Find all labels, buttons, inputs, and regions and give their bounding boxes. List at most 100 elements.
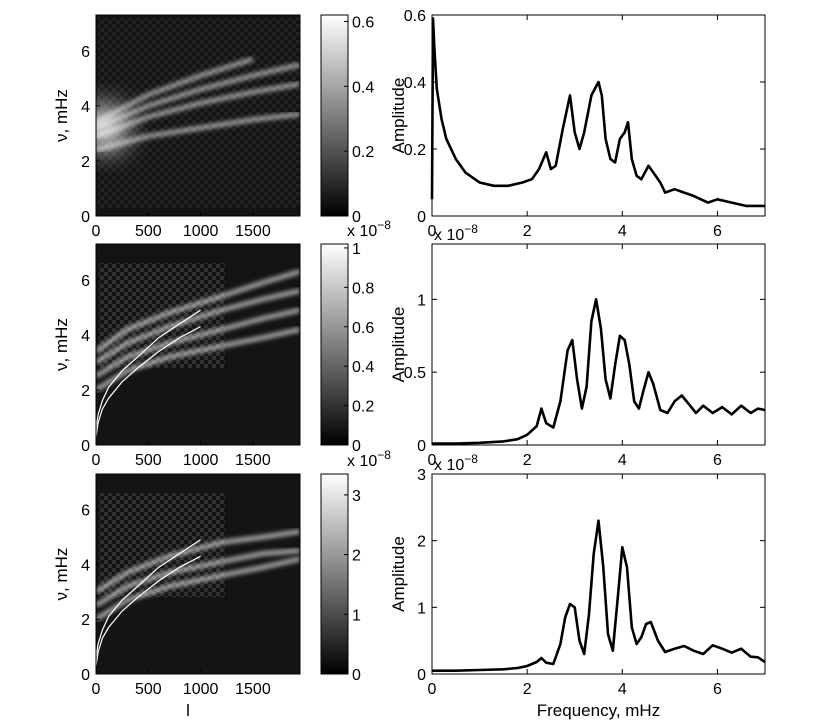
y-tick-label: 6 (81, 44, 90, 61)
y-tick-label: 3 (417, 467, 426, 484)
spectrum-exponent-3: x 10−8 (434, 452, 478, 474)
y-tick-label: 0.2 (404, 142, 426, 159)
spectrum-line (432, 519, 766, 673)
x-tick-label: 4 (618, 223, 627, 240)
x-tick-label: 4 (618, 452, 627, 469)
spectrum-line (432, 297, 766, 445)
axes-frame (431, 243, 766, 446)
colorbar-tick-label: 0.6 (352, 14, 374, 31)
y-tick-label: 2 (81, 383, 90, 400)
ridge-n4 (96, 269, 300, 354)
x-tick-label: 6 (713, 452, 722, 469)
x-tick-label: 0 (428, 223, 437, 240)
colorbar-3: 0 1 2 3 (320, 473, 361, 684)
x-tick-label: 2 (523, 223, 532, 240)
x-axis-label: Frequency, mHz (537, 701, 660, 720)
heatmap-panel-1: 0 500 1000 1500 0 2 4 6 ν, mHz (52, 14, 301, 240)
y-tick-label: 6 (81, 273, 90, 290)
y-axis-label: Amplitude (389, 78, 408, 154)
colorbar-tick-label: 0.2 (352, 144, 374, 161)
exponent-base: x 10 (434, 457, 464, 474)
colorbar-tick-label: 3 (352, 488, 361, 505)
exponent-power: −8 (464, 222, 478, 236)
y-tick-label: 6 (81, 503, 90, 520)
y-tick-label: 2 (81, 612, 90, 629)
x-axis-label: l (186, 701, 190, 720)
x-tick-label: 1000 (183, 223, 219, 240)
spectrum-line (430, 17, 765, 208)
heatmap-image (96, 263, 300, 437)
x-tick-label: 4 (618, 681, 627, 698)
colorbar-tick-label: 1 (352, 607, 361, 624)
y-axis-label: ν, mHz (52, 89, 71, 142)
y-tick-label: 0 (81, 438, 90, 455)
x-tick-label: 1500 (235, 681, 271, 698)
spectrum-panel-3: 0 2 4 6 0 1 2 3 Amplitude Frequency, mHz (389, 467, 766, 720)
overlay-curve-2 (96, 539, 201, 658)
colorbar-tick-label: 0.2 (352, 399, 374, 416)
axes-frame (95, 243, 301, 446)
colorbar-tick-label: 0.4 (352, 359, 374, 376)
colorbar-tick-label: 0 (352, 438, 361, 455)
ridge-n2 (96, 307, 300, 379)
heatmap-image (96, 17, 300, 208)
colorbar-2: 0 0.2 0.4 0.6 0.8 1 (320, 241, 374, 455)
ridge-n3 (96, 529, 300, 594)
y-axis-label: Amplitude (389, 536, 408, 612)
heatmap-image (96, 493, 300, 666)
y-tick-label: 0 (417, 438, 426, 455)
spectrum-panel-1: 0 2 4 6 0 0.2 0.4 0.6 Amplitude (389, 8, 766, 240)
colorbar-tick-label: 0 (352, 667, 361, 684)
exponent-base: x 10 (434, 227, 464, 244)
ridge-n4 (96, 56, 254, 125)
y-tick-label: 2 (81, 154, 90, 171)
x-tick-label: 0 (92, 452, 101, 469)
overlay-curve-1 (96, 555, 201, 666)
colorbar-tick-label: 1 (352, 241, 361, 258)
x-tick-label: 0 (92, 223, 101, 240)
y-tick-label: 1 (417, 600, 426, 617)
exponent-power: −8 (377, 218, 391, 232)
colorbar-tick-label: 0.6 (352, 320, 374, 337)
y-axis-label: ν, mHz (52, 318, 71, 371)
spectrum-panel-2: 0 2 4 6 0 0.5 1 Amplitude (389, 243, 766, 469)
colorbar-1: 0 0.2 0.4 0.6 (320, 14, 374, 226)
y-tick-label: 0 (417, 209, 426, 226)
x-tick-label: 6 (713, 681, 722, 698)
x-tick-label: 2 (523, 452, 532, 469)
x-tick-label: 0 (92, 681, 101, 698)
overlay-curve-1 (96, 326, 201, 437)
x-tick-label: 6 (713, 223, 722, 240)
x-tick-label: 2 (523, 681, 532, 698)
y-tick-label: 1 (417, 292, 426, 309)
axes-frame (95, 473, 301, 675)
x-tick-label: 500 (135, 452, 162, 469)
exponent-power: −8 (377, 448, 391, 462)
exponent-power: −8 (464, 452, 478, 466)
ridge-n1 (96, 556, 300, 622)
colorbar-gradient (320, 14, 349, 217)
exponent-base: x 10 (347, 223, 377, 240)
x-tick-label: 1500 (235, 452, 271, 469)
colorbar-exponent-3: x 10−8 (347, 448, 391, 470)
axes-frame (95, 14, 301, 217)
heatmap-panel-2: 0 500 1000 1500 0 2 4 6 ν, mHz (52, 243, 301, 469)
y-tick-label: 0.6 (404, 8, 426, 25)
y-tick-label: 0.4 (404, 75, 426, 92)
exponent-base: x 10 (347, 453, 377, 470)
ridge-n1 (96, 111, 300, 153)
x-tick-label: 1500 (235, 223, 271, 240)
colorbar-gradient (320, 243, 349, 446)
colorbar-tick-label: 0.8 (352, 280, 374, 297)
x-tick-label: 0 (428, 681, 437, 698)
x-tick-label: 0 (428, 452, 437, 469)
ridge-n3 (96, 62, 300, 131)
ridge-n2 (96, 81, 300, 139)
x-tick-label: 500 (135, 681, 162, 698)
ridge-n2 (96, 548, 300, 608)
axes-frame (431, 14, 766, 217)
x-tick-label: 1000 (183, 452, 219, 469)
x-tick-label: 1000 (183, 681, 219, 698)
heatmap-panel-3: 0 500 1000 1500 0 2 4 6 ν, mHz l (52, 473, 301, 720)
